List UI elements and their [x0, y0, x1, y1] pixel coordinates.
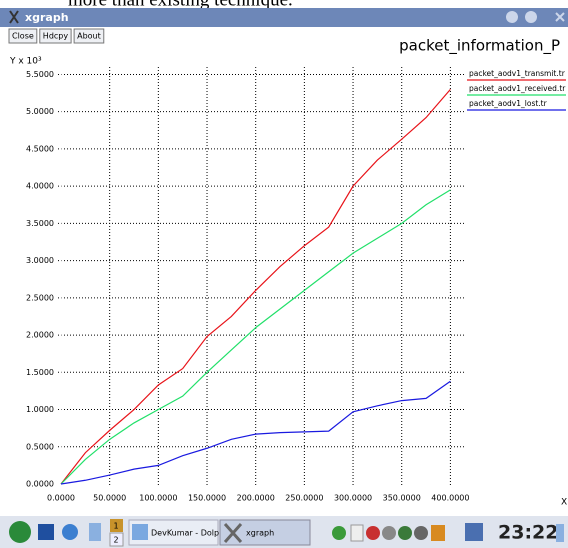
toolbar-button[interactable]: [39, 28, 72, 44]
task-xgraph-label: xgraph: [246, 529, 274, 538]
y-axis-label: Y x 10³: [9, 57, 42, 67]
y-tick-label: 3.5000: [26, 219, 54, 228]
x-tick-label: 50.0000: [93, 494, 126, 503]
toolbar-button-label: Hdcpy: [43, 32, 69, 41]
x-tick-label: 0.0000: [47, 494, 75, 503]
legend-label: packet_aodv1_lost.tr: [469, 99, 548, 108]
clock: 23:22: [498, 522, 558, 544]
tray-icon[interactable]: [382, 526, 396, 540]
window-title: xgraph: [25, 11, 69, 24]
chart-title: packet_information_P: [399, 37, 560, 56]
x-axis-label: X: [561, 498, 567, 508]
y-tick-label: 2.0000: [26, 331, 54, 340]
maximize-button[interactable]: [525, 11, 537, 23]
tray-icon[interactable]: [398, 526, 412, 540]
tray-icon[interactable]: [366, 526, 380, 540]
y-tick-label: 5.5000: [26, 70, 54, 79]
desktop-1-label: 1: [113, 522, 118, 531]
x-tick-label: 150.0000: [188, 494, 226, 503]
y-tick-label: 3.0000: [26, 256, 54, 265]
x-tick-label: 300.0000: [334, 494, 372, 503]
series-line: [60, 88, 451, 485]
tray-icon[interactable]: [332, 526, 346, 540]
toolbar-button[interactable]: [73, 28, 105, 44]
toolbar-button-label: Close: [12, 32, 34, 41]
desktop-2[interactable]: [109, 532, 124, 547]
tray-icon[interactable]: [350, 524, 364, 542]
toolbar-button-label: About: [77, 32, 101, 41]
system-tray: [332, 523, 483, 542]
series-line: [60, 189, 451, 485]
legend-label: packet_aodv1_transmit.tr: [469, 69, 566, 78]
close-window-button[interactable]: [555, 12, 565, 22]
y-tick-label: 1.5000: [26, 368, 54, 377]
button-bar: Close Hdcpy About: [8, 28, 105, 44]
y-tick-label: 1.0000: [26, 405, 54, 414]
x-tick-label: 100.0000: [139, 494, 177, 503]
show-desktop[interactable]: [465, 523, 483, 541]
y-tick-label: 4.0000: [26, 182, 54, 191]
tray-arrow[interactable]: [556, 524, 564, 542]
y-tick-label: 0.0000: [26, 480, 54, 489]
task-dolphin-label: DevKumar - Dolphi: [151, 529, 226, 538]
plot: 0.0000 0.5000 1.0000 1.5000 2.0000 2.5000 3.00…: [26, 67, 566, 503]
desktop-1[interactable]: [110, 519, 123, 532]
toolbar-button[interactable]: [8, 28, 38, 44]
y-tick-label: 2.5000: [26, 293, 54, 302]
task-xgraph-icon: [223, 523, 243, 543]
y-tick-label: 4.5000: [26, 144, 54, 153]
y-tick-label: 0.5000: [26, 442, 54, 451]
y-tick-label: 5.0000: [26, 107, 54, 116]
title-bar: [0, 8, 568, 27]
app-icon: [9, 10, 19, 24]
desktop-icon[interactable]: [38, 524, 54, 540]
files-icon[interactable]: [89, 523, 101, 541]
desktop-2-label: 2: [113, 536, 118, 545]
legend-label: packet_aodv1_received.tr: [469, 84, 566, 93]
minimize-button[interactable]: [506, 11, 518, 23]
x-tick-label: 350.0000: [383, 494, 421, 503]
document-text: more than existing technique.: [68, 0, 293, 10]
x-tick-label: 200.0000: [237, 494, 275, 503]
x-tick-label: 250.0000: [285, 494, 323, 503]
tray-icon[interactable]: [414, 526, 428, 540]
browser-icon[interactable]: [62, 524, 78, 540]
task-dolphin-icon: [132, 524, 148, 540]
start-button[interactable]: [9, 521, 31, 543]
series-line: [60, 380, 451, 485]
tray-icon[interactable]: [431, 525, 445, 541]
x-tick-label: 400.0000: [431, 494, 469, 503]
